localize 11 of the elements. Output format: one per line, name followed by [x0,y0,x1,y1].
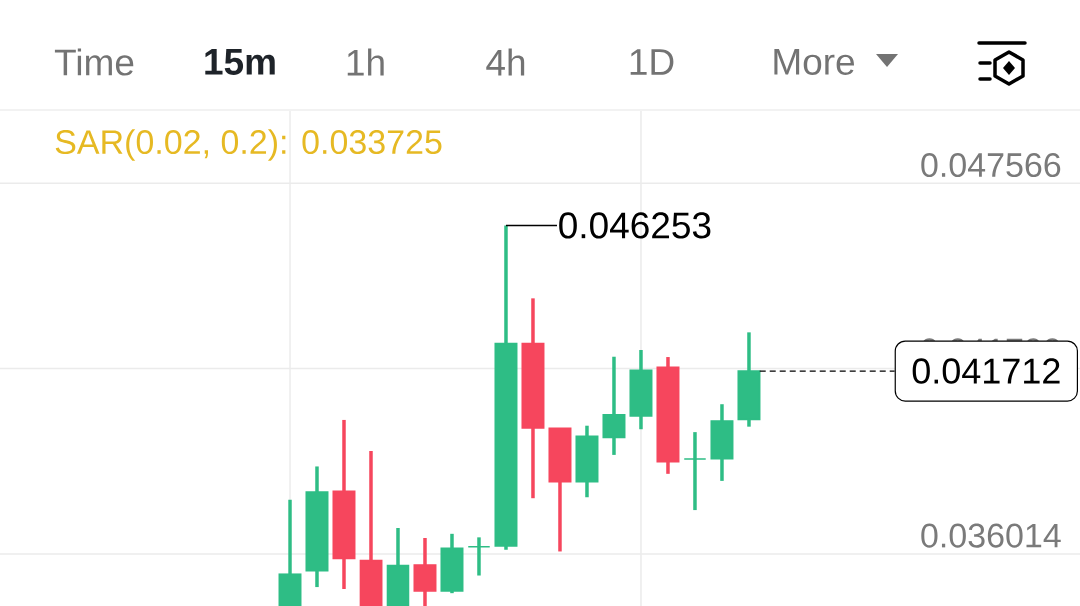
annotation: 0.046253 [559,212,711,239]
ref-line-label: 0.041712 [912,358,1060,384]
text: Time [54,48,134,76]
y-tick-label: 0.047566 [921,153,1061,178]
text: 15m [205,49,275,75]
y-tick-label: 0.036014 [921,523,1061,548]
text: 1D [630,49,674,75]
text: More [774,49,854,75]
annotation: SAR(0.02, 0.2): 0.033725 [55,129,442,161]
text: 4h [486,48,525,76]
text: 1h [347,48,384,76]
